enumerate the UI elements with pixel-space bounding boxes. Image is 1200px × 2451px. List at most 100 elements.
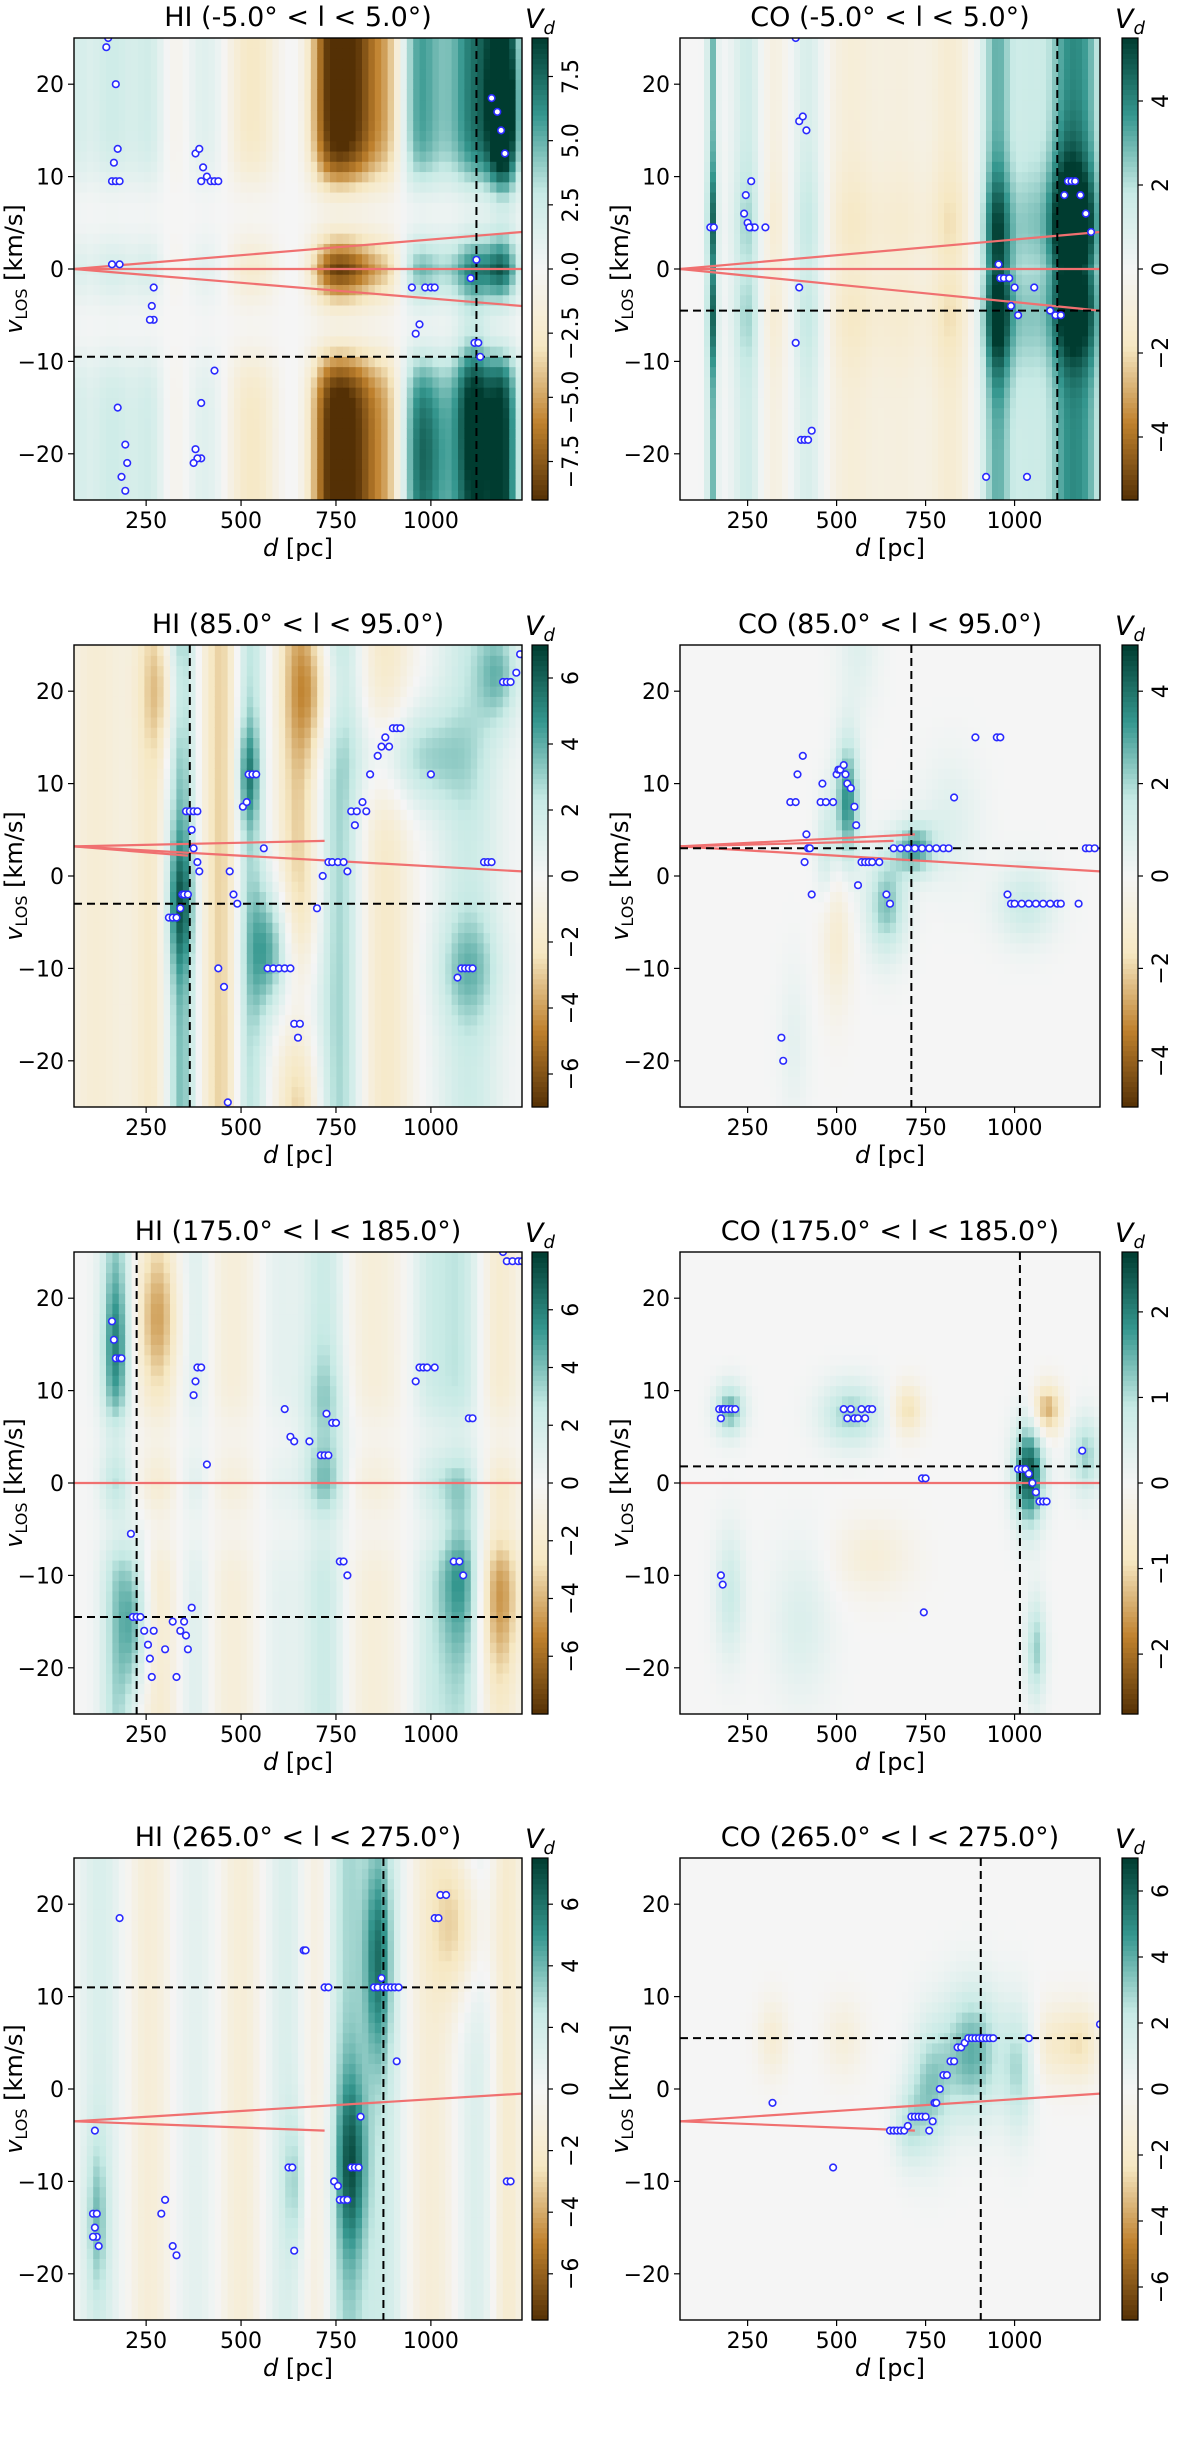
heatmap-cell — [131, 192, 139, 203]
heatmap-cell — [362, 448, 369, 460]
heatmap-cell — [182, 181, 190, 193]
heatmap-cell — [445, 304, 453, 316]
heatmap-cell — [86, 315, 94, 327]
heatmap-cell — [74, 397, 81, 409]
heatmap-cell — [342, 304, 350, 316]
heatmap-cell — [381, 48, 389, 60]
heatmap-cell — [692, 130, 699, 142]
heatmap-cell — [330, 253, 337, 265]
heatmap-cell — [680, 294, 687, 306]
heatmap-cell — [176, 448, 184, 460]
heatmap-cell — [304, 181, 312, 193]
data-point — [109, 158, 118, 167]
heatmap-cell — [310, 233, 318, 244]
heatmap-cell — [740, 448, 747, 460]
heatmap-cell — [118, 335, 126, 347]
heatmap-cell — [413, 161, 421, 173]
heatmap-cell — [170, 428, 177, 439]
heatmap-cell — [336, 150, 344, 162]
heatmap-cell — [176, 120, 184, 131]
heatmap-cell — [80, 479, 88, 491]
heatmap-cell — [680, 417, 687, 429]
heatmap-cell — [470, 284, 478, 296]
heatmap-cell — [716, 489, 723, 500]
heatmap-cell — [86, 417, 94, 429]
heatmap-cell — [860, 212, 867, 224]
heatmap-cell — [509, 417, 517, 429]
heatmap-cell — [214, 99, 222, 111]
heatmap-cell — [490, 243, 497, 255]
heatmap-cell — [842, 130, 849, 142]
heatmap-cell — [406, 335, 414, 347]
heatmap-cell — [824, 181, 831, 193]
heatmap-cell — [746, 387, 753, 398]
heatmap-cell — [445, 68, 453, 80]
heatmap-cell — [824, 150, 831, 162]
heatmap-cell — [710, 458, 717, 470]
heatmap-cell — [406, 346, 414, 357]
heatmap-cell — [253, 161, 261, 173]
heatmap-cell — [291, 120, 299, 131]
heatmap-cell — [464, 48, 472, 60]
heatmap-cell — [445, 274, 453, 285]
heatmap-cell — [782, 38, 789, 49]
heatmap-cell — [323, 335, 331, 347]
heatmap-cell — [770, 284, 777, 296]
heatmap-cell — [776, 489, 783, 500]
heatmap-cell — [234, 38, 241, 49]
heatmap-cell — [221, 458, 229, 470]
heatmap-cell — [291, 171, 299, 183]
heatmap-cell — [722, 335, 729, 347]
heatmap-cell — [125, 202, 133, 214]
heatmap-cell — [806, 150, 813, 162]
heatmap-cell — [884, 48, 891, 60]
heatmap-cell — [285, 284, 293, 296]
heatmap-cell — [734, 68, 741, 80]
heatmap-cell — [176, 58, 184, 70]
heatmap-cell — [74, 438, 81, 450]
heatmap-cell — [381, 469, 389, 481]
heatmap-cell — [692, 79, 699, 90]
heatmap-cell — [74, 130, 81, 142]
heatmap-cell — [502, 79, 510, 90]
heatmap-cell — [387, 161, 395, 173]
heatmap-cell — [400, 79, 408, 90]
heatmap-cell — [722, 79, 729, 90]
heatmap-cell — [458, 99, 465, 111]
heatmap-cell — [394, 212, 401, 224]
heatmap-cell — [317, 407, 325, 419]
heatmap-cell — [246, 304, 254, 316]
heatmap-cell — [515, 212, 522, 224]
heatmap-cell — [776, 243, 783, 255]
heatmap-cell — [93, 181, 101, 193]
data-point — [472, 255, 481, 264]
heatmap-cell — [368, 387, 376, 398]
heatmap-cell — [368, 284, 376, 296]
heatmap-cell — [131, 387, 139, 398]
heatmap-cell — [381, 99, 389, 111]
heatmap-cell — [240, 458, 248, 470]
heatmap-cell — [728, 222, 735, 234]
heatmap-cell — [266, 366, 273, 378]
heatmap-cell — [464, 130, 472, 142]
heatmap-cell — [86, 479, 94, 491]
heatmap-cell — [374, 479, 382, 491]
heatmap-cell — [298, 407, 305, 419]
heatmap-cell — [716, 356, 723, 368]
heatmap-cell — [323, 253, 331, 265]
heatmap-cell — [878, 489, 885, 500]
heatmap-cell — [310, 346, 318, 357]
heatmap-cell — [381, 181, 389, 193]
heatmap-cell — [794, 181, 801, 193]
heatmap-cell — [285, 325, 293, 337]
heatmap-cell — [746, 284, 753, 296]
heatmap-cell — [234, 192, 241, 203]
heatmap-cell — [374, 407, 382, 419]
heatmap-cell — [246, 38, 254, 49]
heatmap-cell — [483, 284, 491, 296]
heatmap-cell — [716, 387, 723, 398]
heatmap-cell — [80, 438, 88, 450]
heatmap-cell — [285, 161, 293, 173]
heatmap-cell — [866, 161, 873, 173]
